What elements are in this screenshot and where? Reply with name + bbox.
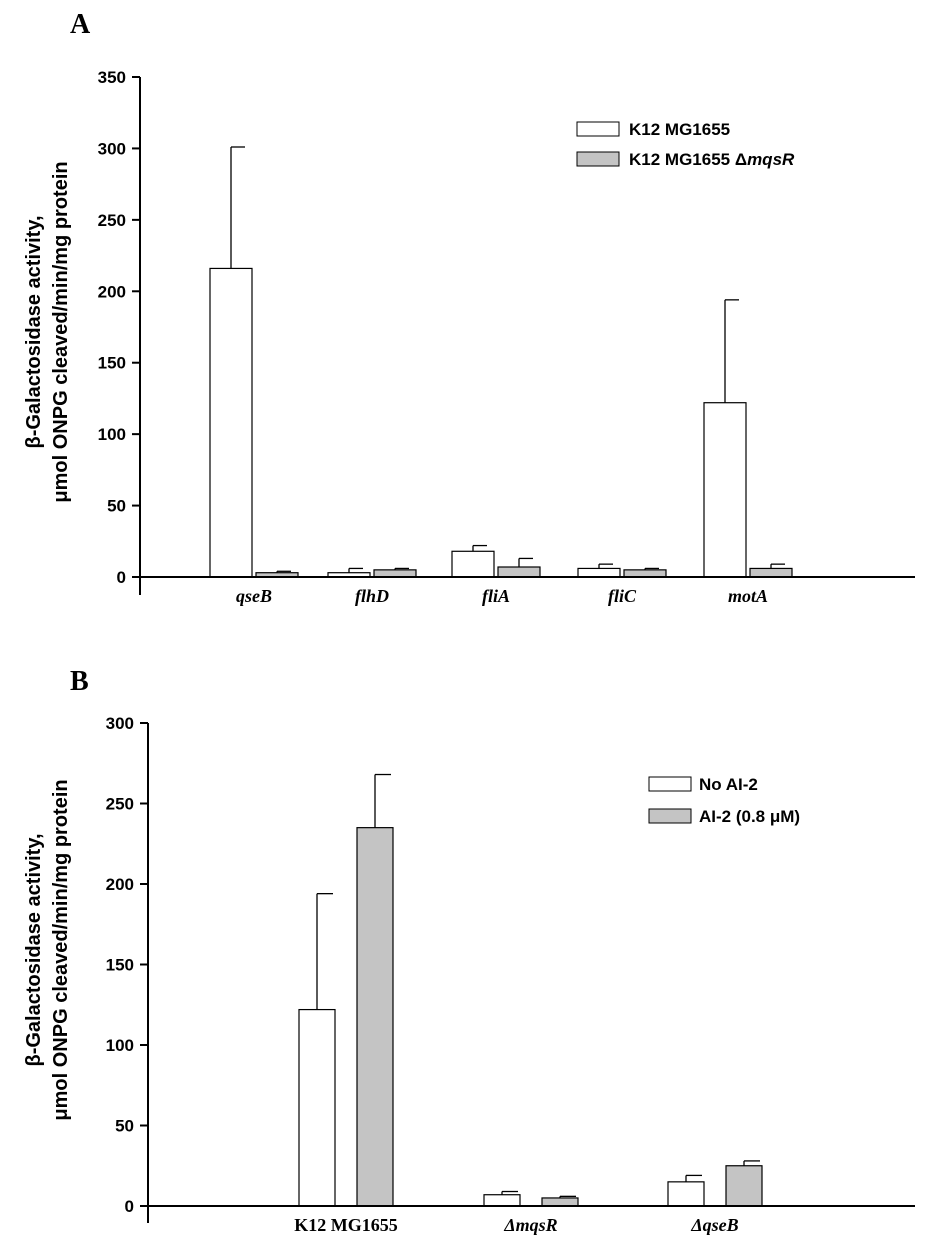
- panel-a: A β-Galactosidase activity, μmol ONPG cl…: [23, 9, 915, 606]
- panel-a-categories: qseB flhD fliA fliC motA: [236, 586, 768, 606]
- legend-swatch-no-ai2: [648, 776, 692, 792]
- panel-a-legend: K12 MG1655 K12 MG1655 ΔmqsR: [576, 120, 795, 169]
- y-tick-label: 0: [125, 1197, 134, 1216]
- panel-a-ylabel-line1: β-Galactosidase activity,: [23, 215, 45, 448]
- y-tick-label: 50: [115, 1117, 134, 1136]
- y-tick-label: 300: [106, 714, 134, 733]
- legend-swatch-k12-mqsr: [576, 151, 620, 167]
- y-tick-label: 250: [98, 211, 126, 230]
- bar-series1: [209, 267, 253, 578]
- panel-a-bars: [209, 146, 793, 578]
- category-label: ΔqseB: [690, 1215, 738, 1235]
- bar-series1: [483, 1194, 521, 1207]
- bar-series2: [373, 569, 417, 578]
- category-label: fliC: [608, 586, 637, 606]
- category-label: motA: [728, 586, 768, 606]
- category-label: flhD: [355, 586, 389, 606]
- bar-series1: [703, 402, 747, 578]
- panel-b-legend: No AI-2 AI-2 (0.8 μM): [648, 775, 800, 826]
- category-label: qseB: [236, 586, 272, 606]
- panel-b-ylabel-line1: β-Galactosidase activity,: [23, 833, 45, 1066]
- bar-series2: [623, 569, 667, 578]
- legend-swatch-ai2: [648, 808, 692, 824]
- bar-series2: [749, 567, 793, 578]
- category-label: K12 MG1655: [294, 1215, 398, 1235]
- panel-a-y-ticks: 0 50 100 150 200 250 300 350: [98, 68, 140, 587]
- y-tick-label: 150: [106, 956, 134, 975]
- category-label: fliA: [482, 586, 510, 606]
- legend-label-ai2: AI-2 (0.8 μM): [699, 807, 800, 826]
- panel-b-ylabel-line2: μmol ONPG cleaved/min/mg protein: [50, 779, 72, 1120]
- y-tick-label: 50: [107, 497, 126, 516]
- panel-b-y-ticks: 0 50 100 150 200 250 300: [106, 714, 148, 1216]
- y-tick-label: 250: [106, 795, 134, 814]
- bar-series2: [541, 1197, 579, 1207]
- bar-series2: [497, 566, 541, 578]
- y-tick-label: 100: [106, 1036, 134, 1055]
- legend-swatch-k12: [576, 121, 620, 137]
- y-tick-label: 200: [106, 875, 134, 894]
- panel-b-label: B: [70, 666, 89, 697]
- bar-series2: [725, 1165, 763, 1207]
- y-tick-label: 200: [98, 282, 126, 301]
- legend-label-k12-mqsr: K12 MG1655 ΔmqsR: [629, 150, 795, 169]
- bar-series1: [577, 567, 621, 578]
- panel-a-label: A: [70, 9, 91, 40]
- panel-a-ylabel-line2: μmol ONPG cleaved/min/mg protein: [50, 161, 72, 502]
- legend-label-k12: K12 MG1655: [629, 120, 730, 139]
- category-label: ΔmqsR: [503, 1215, 557, 1235]
- panel-b: B β-Galactosidase activity, μmol ONPG cl…: [23, 666, 915, 1235]
- y-tick-label: 350: [98, 68, 126, 87]
- y-tick-label: 100: [98, 425, 126, 444]
- bar-series1: [298, 1008, 336, 1207]
- y-tick-label: 300: [98, 139, 126, 158]
- y-tick-label: 0: [117, 568, 126, 587]
- bar-series2: [356, 827, 394, 1207]
- panel-b-bars: [298, 773, 763, 1207]
- bar-series1: [451, 550, 495, 578]
- panel-b-categories: K12 MG1655 ΔmqsR ΔqseB: [294, 1215, 738, 1235]
- bar-series1: [667, 1181, 705, 1207]
- legend-label-no-ai2: No AI-2: [699, 775, 758, 794]
- y-tick-label: 150: [98, 354, 126, 373]
